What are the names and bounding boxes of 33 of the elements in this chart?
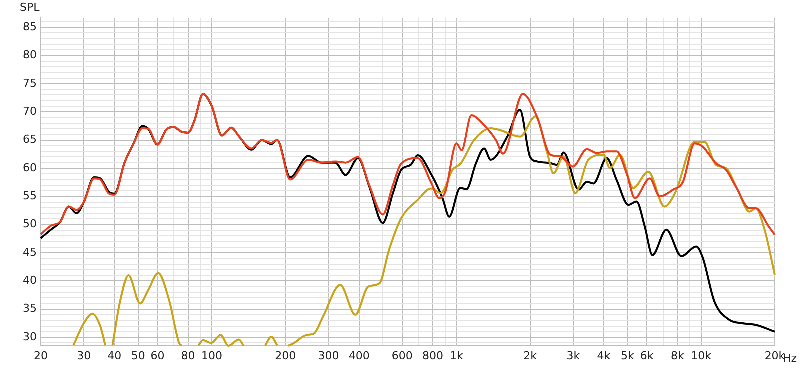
x-tick-label: 80 (181, 349, 196, 362)
y-tick-label: 35 (23, 302, 37, 316)
y-tick-label: 60 (23, 161, 37, 174)
x-tick-label: 20 (34, 349, 48, 362)
y-tick-label: 40 (23, 274, 37, 288)
x-tick-label: 2k (524, 349, 538, 362)
x-tick-label: 4k (597, 349, 612, 362)
y-tick-label: 70 (23, 104, 37, 118)
x-tick-label: 600 (392, 349, 413, 362)
y-tick-label: 30 (23, 330, 37, 344)
x-tick-label: 6k (640, 349, 654, 362)
x-tick-label: 3k (566, 349, 581, 362)
y-tick-label: 50 (23, 218, 37, 231)
y-tick-label: 45 (23, 246, 37, 259)
x-tick-label: 10k (691, 349, 712, 362)
x-tick-label: 1k (450, 349, 464, 362)
x-tick-label: 200 (275, 349, 296, 362)
x-tick-label: 50 (131, 349, 146, 362)
y-axis-title: SPL (20, 1, 40, 14)
x-tick-label: 400 (348, 349, 370, 362)
x-tick-label: 30 (77, 349, 92, 362)
x-tick-label: 800 (422, 349, 444, 362)
x-tick-label: 5k (621, 349, 636, 362)
x-tick-label: 100 (202, 349, 223, 362)
y-tick-label: 65 (23, 133, 37, 146)
y-tick-label: 75 (23, 76, 37, 90)
y-tick-label: 85 (23, 20, 37, 34)
x-tick-label: 40 (108, 349, 122, 362)
y-tick-label: 80 (23, 48, 37, 62)
x-tick-label: 60 (150, 349, 165, 362)
x-tick-label: 8k (670, 349, 685, 362)
y-tick-label: 55 (23, 190, 37, 203)
x-tick-label: 300 (318, 349, 340, 362)
